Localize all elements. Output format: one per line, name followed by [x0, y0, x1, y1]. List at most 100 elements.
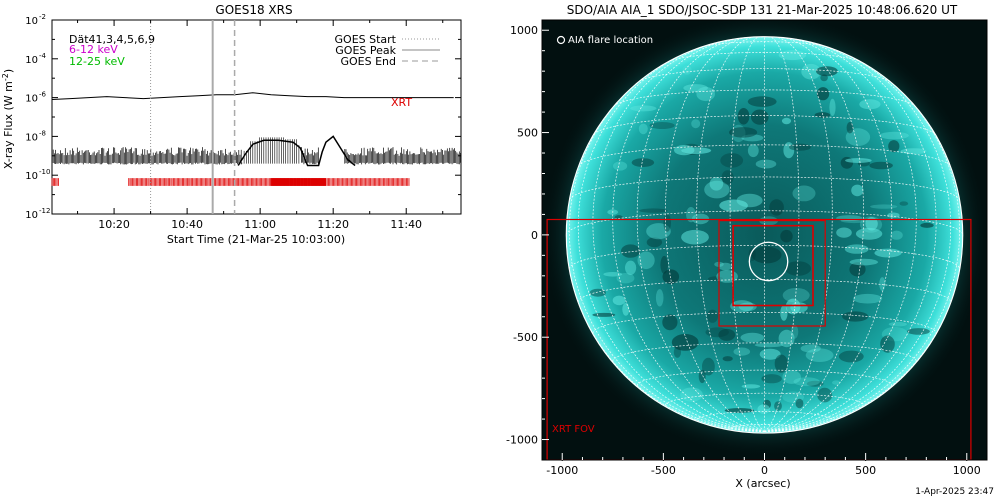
bright-patch — [656, 289, 664, 306]
y-tick-label: 10 — [25, 171, 38, 182]
y-tick-label: 10 — [25, 94, 38, 105]
aia-image-chart: SDO/AIA AIA_1 SDO/JSOC-SDP 131 21-Mar-20… — [500, 0, 1000, 500]
dark-patch — [769, 199, 784, 215]
dark-patch — [817, 388, 832, 403]
y-tick-label: 10 — [25, 55, 38, 66]
y-tick-exponent: -6 — [39, 91, 47, 99]
aia-chart-title: SDO/AIA AIA_1 SDO/JSOC-SDP 131 21-Mar-20… — [567, 3, 958, 17]
bright-patch — [859, 99, 880, 109]
dark-patch — [775, 355, 788, 373]
dark-patch — [869, 162, 893, 170]
bright-patch — [739, 303, 757, 312]
bright-patch — [734, 348, 751, 356]
bright-patch — [782, 118, 791, 124]
goes-x-axis-label: Start Time (21-Mar-25 10:03:00) — [167, 233, 345, 246]
y-tick-exponent: -2 — [39, 13, 46, 21]
dark-patch — [817, 87, 829, 100]
bright-patch — [622, 303, 629, 316]
dark-patch — [748, 96, 777, 107]
dark-patch — [662, 314, 677, 330]
dark-patch — [723, 356, 733, 361]
xrt-fov-label: XRT FOV — [552, 424, 595, 435]
bright-patch — [625, 261, 636, 275]
dark-patch — [796, 399, 804, 408]
bright-patch — [879, 132, 908, 140]
bright-patch — [806, 348, 834, 362]
bright-patch — [613, 296, 626, 306]
dark-patch — [672, 334, 699, 351]
y-tick-label: -1000 — [506, 434, 538, 447]
goes-y-axis-label: X-ray Flux (W m-2) — [1, 69, 15, 169]
dark-patch — [907, 328, 930, 335]
y-tick-exponent: -12 — [39, 207, 50, 215]
y-tick-label: 1000 — [510, 24, 538, 37]
dark-patch — [639, 208, 667, 212]
y-tick-label: 10 — [25, 16, 38, 27]
svg-text:X-ray Flux (W m-2): X-ray Flux (W m-2) — [1, 69, 15, 169]
bright-patch — [845, 244, 869, 253]
bright-patch — [890, 231, 902, 240]
x-tick-label: 1000 — [953, 464, 981, 477]
dark-patch — [842, 311, 868, 321]
x-tick-label: -500 — [651, 464, 676, 477]
y-tick-label: 10 — [25, 132, 38, 143]
flux-noise-scatter — [52, 137, 461, 164]
xrt-label: XRT — [391, 96, 412, 109]
bright-patch — [603, 272, 622, 277]
dark-patch — [738, 108, 750, 125]
aia-x-axis-label: X (arcsec) — [735, 477, 790, 490]
bright-patch — [682, 66, 691, 75]
xrt-coverage-ticks — [52, 178, 409, 186]
bright-patch — [832, 380, 840, 384]
bright-patch — [851, 185, 863, 197]
x-tick-label: 500 — [855, 464, 876, 477]
bright-patch — [850, 259, 878, 266]
dark-patch — [752, 247, 782, 264]
bright-patch — [630, 105, 656, 111]
render-timestamp: 1-Apr-2025 23:47 — [915, 487, 994, 497]
bright-patch — [889, 322, 907, 327]
bright-patch — [783, 288, 810, 303]
dark-patch — [707, 310, 718, 323]
bright-patch — [783, 142, 794, 158]
bright-patch — [755, 343, 783, 347]
x-tick-label: -1000 — [546, 464, 578, 477]
bright-patch — [756, 160, 777, 169]
x-tick-label: 11:00 — [244, 218, 276, 231]
x-tick-label: 11:40 — [390, 218, 422, 231]
y-tick-label: 0 — [531, 229, 538, 242]
bright-patch — [874, 249, 901, 258]
bright-patch — [639, 124, 648, 135]
bright-patch — [742, 384, 761, 388]
dark-patch — [751, 110, 769, 125]
dark-patch — [839, 351, 864, 363]
y-tick-exponent: -10 — [39, 168, 50, 176]
bright-patch — [870, 204, 897, 208]
bright-patch — [696, 87, 715, 101]
x-tick-label: 10:20 — [98, 218, 130, 231]
x-tick-label: 0 — [761, 464, 768, 477]
legend-12-25kev: 12-25 keV — [69, 55, 125, 68]
y-tick-label: -500 — [513, 331, 538, 344]
y-tick-exponent: -8 — [39, 129, 46, 137]
dark-patch — [888, 140, 899, 152]
bright-patch — [691, 119, 700, 128]
x-tick-label: 10:40 — [171, 218, 203, 231]
bright-patch — [780, 305, 787, 321]
bright-patch — [758, 404, 770, 414]
bright-patch — [681, 147, 711, 154]
x-tick-label: 11:20 — [317, 218, 349, 231]
bright-patch — [741, 333, 765, 343]
bright-patch — [829, 99, 835, 116]
dark-patch — [592, 313, 615, 317]
legend-goes-end: GOES End — [340, 55, 396, 68]
bright-patch — [794, 377, 820, 386]
bright-patch — [856, 228, 882, 240]
dark-patch — [920, 223, 933, 228]
y-tick-label: 500 — [517, 127, 538, 140]
bright-patch — [790, 302, 807, 313]
bright-patch — [836, 228, 852, 238]
y-tick-exponent: -4 — [39, 52, 47, 60]
bright-patch — [613, 161, 627, 170]
dark-patch — [725, 408, 754, 413]
